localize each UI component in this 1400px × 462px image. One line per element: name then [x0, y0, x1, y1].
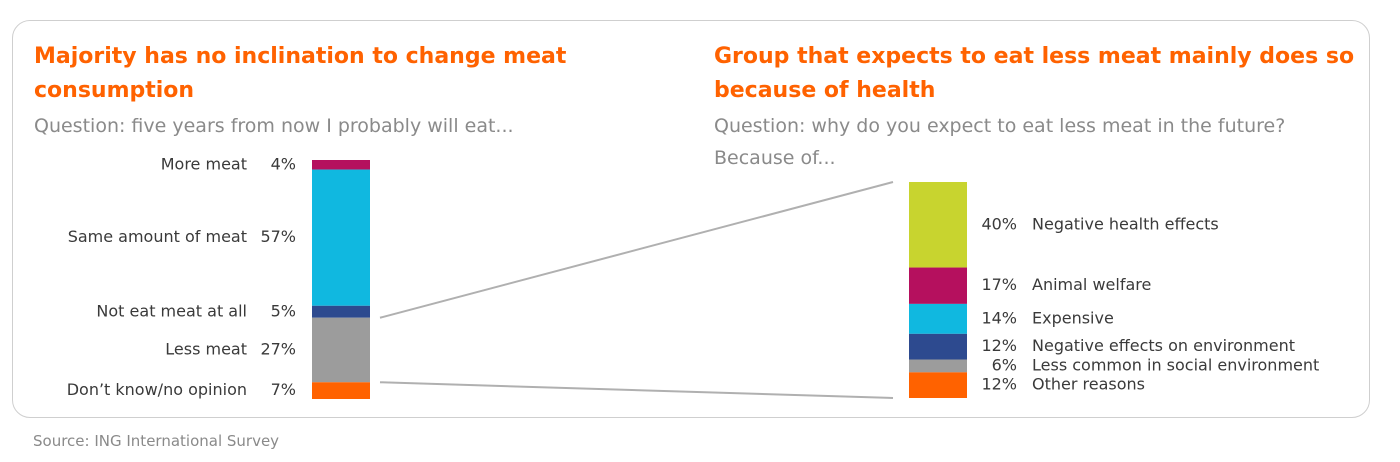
connector-line-bottom	[379, 381, 894, 399]
left-segment-value-5: 7%	[271, 380, 296, 399]
right-bar-segment-1	[909, 182, 967, 268]
right-segment-label-3: Expensive	[1032, 308, 1114, 327]
right-bar-segment-2	[909, 267, 967, 304]
left-segment-label-5: Don’t know/no opinion	[67, 380, 247, 399]
right-segment-value-4: 12%	[981, 336, 1017, 355]
source-note: Source: ING International Survey	[33, 432, 280, 450]
right-segment-label-2: Animal welfare	[1032, 275, 1151, 294]
left-bar-segment-4	[312, 317, 370, 383]
right-segment-value-6: 12%	[981, 375, 1017, 394]
right-segment-label-6: Other reasons	[1032, 375, 1145, 394]
left-bar-segment-1	[312, 160, 370, 170]
left-segment-label-3: Not eat meat at all	[96, 301, 247, 320]
right-chart-title: Group that expects to eat less meat main…	[714, 44, 1355, 103]
right-segment-label-5: Less common in social environment	[1032, 355, 1319, 374]
left-segment-value-4: 27%	[260, 340, 296, 359]
right-bar-segment-6	[909, 372, 967, 398]
left-bar-segment-3	[312, 305, 370, 318]
right-bar-segment-4	[909, 333, 967, 360]
left-bar-segment-5	[312, 382, 370, 399]
right-segment-label-1: Negative health effects	[1032, 214, 1219, 233]
left-chart-title: Majority has no inclination to change me…	[34, 44, 567, 103]
right-segment-value-1: 40%	[981, 214, 1017, 233]
left-chart-subtitle: Question: five years from now I probably…	[34, 115, 514, 137]
left-bar-segment-2	[312, 169, 370, 306]
left-segment-label-2: Same amount of meat	[68, 227, 247, 246]
connector-line-top	[379, 181, 894, 319]
right-bar-segment-5	[909, 359, 967, 373]
right-segment-value-5: 6%	[992, 355, 1017, 374]
left-segment-value-3: 5%	[271, 301, 296, 320]
right-segment-value-3: 14%	[981, 308, 1017, 327]
right-chart-subtitle: Question: why do you expect to eat less …	[714, 115, 1286, 169]
right-segment-label-4: Negative effects on environment	[1032, 336, 1295, 355]
right-segment-value-2: 17%	[981, 275, 1017, 294]
left-segment-label-1: More meat	[161, 154, 247, 173]
right-bar-segment-3	[909, 303, 967, 334]
chart-panel	[12, 20, 1370, 418]
left-segment-label-4: Less meat	[165, 340, 247, 359]
left-segment-value-1: 4%	[271, 154, 296, 173]
left-segment-value-2: 57%	[260, 227, 296, 246]
